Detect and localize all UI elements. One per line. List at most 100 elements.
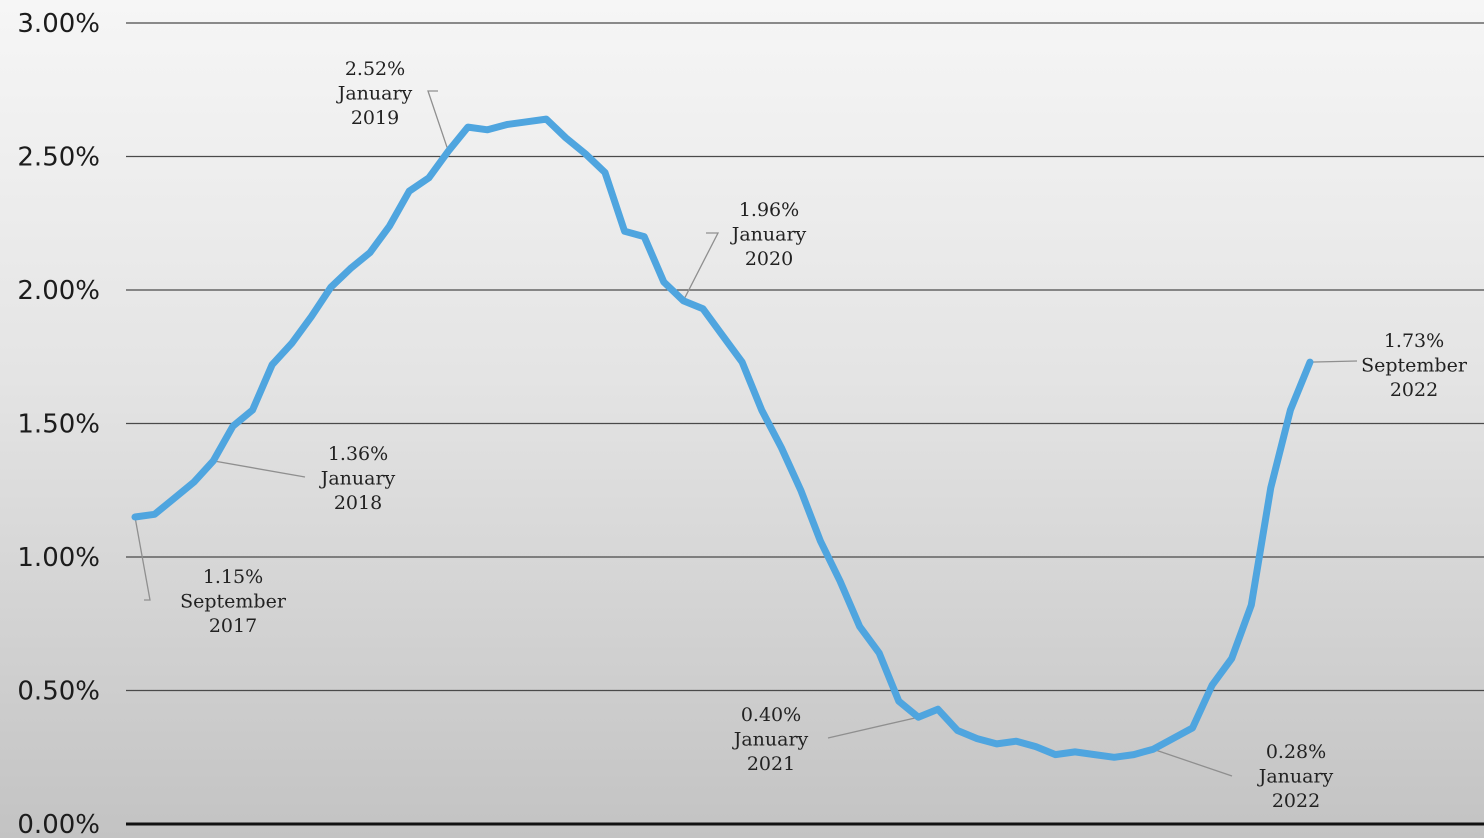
y-tick-label: 2.50% xyxy=(17,143,100,173)
data-point xyxy=(229,423,236,430)
annotation-year: 2022 xyxy=(1390,379,1438,401)
annotation-leader-line xyxy=(682,232,720,301)
annotation-year: 2018 xyxy=(334,492,382,514)
data-point xyxy=(1072,748,1079,755)
annotation-year: 2019 xyxy=(351,107,399,129)
data-point xyxy=(699,305,706,312)
y-tick-label: 1.00% xyxy=(17,543,100,573)
data-point xyxy=(934,706,941,713)
data-point xyxy=(562,134,569,141)
y-tick-label: 3.00% xyxy=(17,9,100,39)
annotation-leader-line xyxy=(1309,360,1358,363)
annotation-value: 0.28% xyxy=(1266,741,1326,763)
data-point xyxy=(1189,724,1196,731)
gridlines xyxy=(126,22,1484,826)
annotation-month: January xyxy=(319,468,396,490)
annotation-value: 1.73% xyxy=(1384,330,1444,352)
data-point xyxy=(406,188,413,195)
data-point xyxy=(680,297,687,304)
data-point xyxy=(543,116,550,123)
y-tick-label: 0.50% xyxy=(17,677,100,707)
data-point xyxy=(1052,751,1059,758)
data-point xyxy=(993,740,1000,747)
annotation-leader-lines xyxy=(134,90,1358,777)
annotation-month: January xyxy=(336,83,413,105)
data-point xyxy=(1111,754,1118,761)
data-point xyxy=(171,495,178,502)
data-point xyxy=(974,735,981,742)
annotation-year: 2017 xyxy=(209,615,257,637)
data-point xyxy=(210,457,217,464)
data-point xyxy=(484,126,491,133)
data-point xyxy=(758,407,765,414)
data-point xyxy=(621,228,628,235)
data-point xyxy=(837,578,844,585)
annotation-value: 2.52% xyxy=(345,58,405,80)
annotation-value: 1.15% xyxy=(203,566,263,588)
data-point xyxy=(1013,738,1020,745)
data-point xyxy=(132,513,139,520)
annotation-year: 2022 xyxy=(1272,790,1320,812)
data-point xyxy=(190,479,197,486)
data-point xyxy=(1032,743,1039,750)
annotation-year: 2020 xyxy=(745,248,793,270)
data-point xyxy=(1228,655,1235,662)
annotation-value: 1.96% xyxy=(739,199,799,221)
data-point xyxy=(1091,751,1098,758)
annotation-value: 0.40% xyxy=(741,704,801,726)
annotation-leader-line xyxy=(134,516,151,601)
data-point xyxy=(425,174,432,181)
series-layer xyxy=(131,115,1314,761)
y-axis-tick-labels: 0.00% 0.50% 1.00% 1.50% 2.00% 2.50% 3.00% xyxy=(17,9,100,838)
data-point xyxy=(327,284,334,291)
annotation-year: 2021 xyxy=(747,753,795,775)
data-point xyxy=(464,124,471,131)
data-point xyxy=(1130,751,1137,758)
data-point xyxy=(367,249,374,256)
data-point xyxy=(797,487,804,494)
data-point xyxy=(1287,407,1294,414)
series-line xyxy=(131,115,1314,761)
data-point xyxy=(856,623,863,630)
y-tick-label: 2.00% xyxy=(17,276,100,306)
data-point xyxy=(386,222,393,229)
data-point xyxy=(1248,602,1255,609)
data-annotations: 1.15%September20171.36%January20182.52%J… xyxy=(180,58,1468,812)
data-point xyxy=(249,407,256,414)
data-point xyxy=(347,265,354,272)
data-point xyxy=(778,444,785,451)
data-point xyxy=(1307,359,1314,366)
annotation-leader-line xyxy=(427,90,449,152)
data-point xyxy=(817,537,824,544)
annotation-leader-line xyxy=(827,716,919,739)
data-point xyxy=(895,698,902,705)
data-point xyxy=(641,233,648,240)
annotation-value: 1.36% xyxy=(328,443,388,465)
data-point xyxy=(582,150,589,157)
data-point xyxy=(504,121,511,128)
data-point xyxy=(151,511,158,518)
data-point xyxy=(269,361,276,368)
data-point xyxy=(1209,682,1216,689)
annotation-leader-line xyxy=(213,460,306,478)
annotation-month: January xyxy=(732,729,809,751)
data-point xyxy=(954,727,961,734)
data-point xyxy=(1169,735,1176,742)
data-point xyxy=(915,714,922,721)
y-tick-label: 0.00% xyxy=(17,810,100,838)
y-tick-label: 1.50% xyxy=(17,410,100,440)
annotation-leader-line xyxy=(1153,748,1233,777)
annotation-month: January xyxy=(1257,766,1334,788)
data-point xyxy=(602,169,609,176)
annotation-month: January xyxy=(730,224,807,246)
data-point xyxy=(1267,484,1274,491)
data-point xyxy=(445,148,452,155)
data-point xyxy=(876,650,883,657)
